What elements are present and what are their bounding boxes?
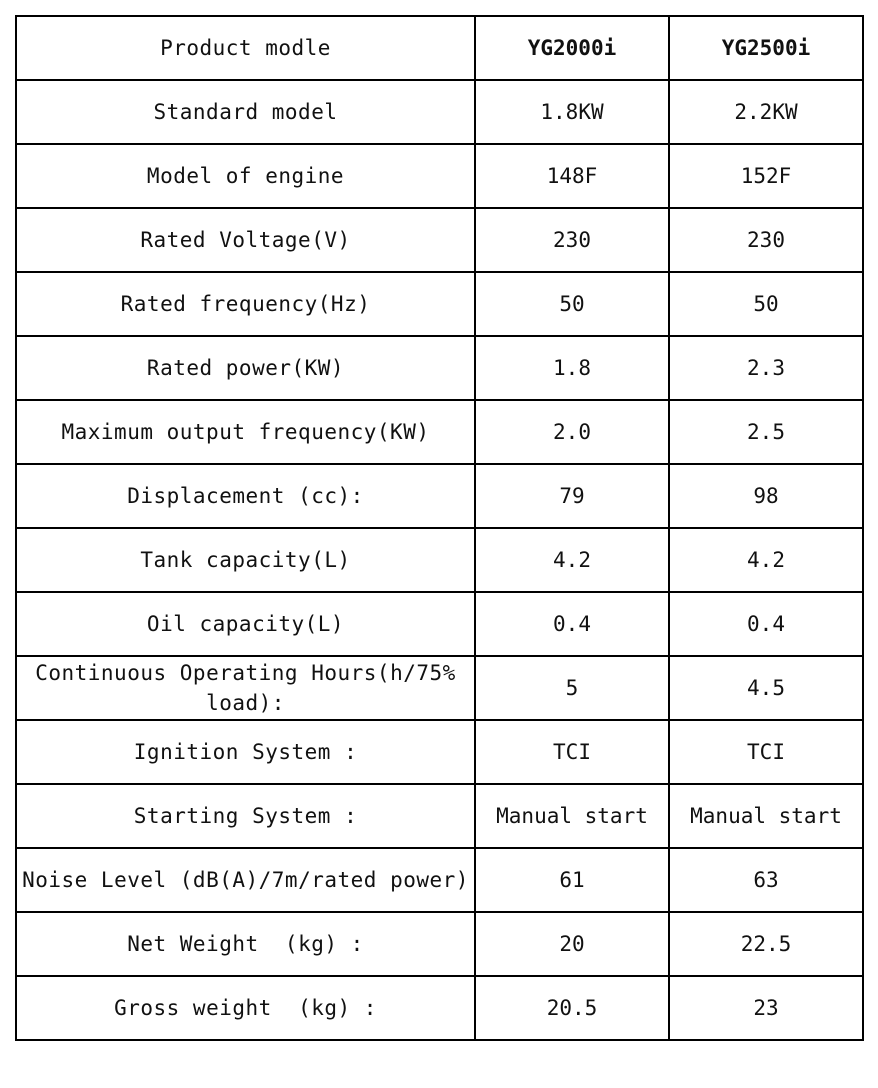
- row-value: 2.3: [668, 335, 864, 401]
- model-name: YG2500i: [668, 15, 864, 81]
- table-row: Noise Level (dB(A)/7m/rated power) 61 63: [15, 847, 864, 913]
- row-value: 0.4: [474, 591, 670, 657]
- table-row: Rated Voltage(V) 230 230: [15, 207, 864, 273]
- table-row: Gross weight (kg) : 20.5 23: [15, 975, 864, 1041]
- row-label: Noise Level (dB(A)/7m/rated power): [15, 847, 476, 913]
- row-value: 2.5: [668, 399, 864, 465]
- row-value: TCI: [668, 719, 864, 785]
- row-value: 98: [668, 463, 864, 529]
- table-row: Maximum output frequency(KW) 2.0 2.5: [15, 399, 864, 465]
- row-value: 1.8: [474, 335, 670, 401]
- row-value: 50: [668, 271, 864, 337]
- table-row: Oil capacity(L) 0.4 0.4: [15, 591, 864, 657]
- row-label: Maximum output frequency(KW): [15, 399, 476, 465]
- row-value: 152F: [668, 143, 864, 209]
- header-row: Product modle YG2000i YG2500i: [15, 15, 864, 81]
- row-label: Net Weight (kg) :: [15, 911, 476, 977]
- row-value: 79: [474, 463, 670, 529]
- row-label: Starting System :: [15, 783, 476, 849]
- row-value: 22.5: [668, 911, 864, 977]
- row-value: 61: [474, 847, 670, 913]
- row-value: Manual start: [668, 783, 864, 849]
- row-label: Continuous Operating Hours(h/75% load):: [15, 655, 476, 721]
- row-value: 2.2KW: [668, 79, 864, 145]
- row-value: Manual start: [474, 783, 670, 849]
- row-value: 50: [474, 271, 670, 337]
- table-row: Net Weight (kg) : 20 22.5: [15, 911, 864, 977]
- row-label: Displacement (cc):: [15, 463, 476, 529]
- row-value: 230: [668, 207, 864, 273]
- row-label: Rated frequency(Hz): [15, 271, 476, 337]
- row-value: 20: [474, 911, 670, 977]
- row-label: Ignition System :: [15, 719, 476, 785]
- row-value: 5: [474, 655, 670, 721]
- row-label: Standard model: [15, 79, 476, 145]
- row-value: 23: [668, 975, 864, 1041]
- row-label: Oil capacity(L): [15, 591, 476, 657]
- model-name: YG2000i: [474, 15, 670, 81]
- table-row: Model of engine 148F 152F: [15, 143, 864, 209]
- row-value: 4.2: [668, 527, 864, 593]
- table-row: Rated power(KW) 1.8 2.3: [15, 335, 864, 401]
- row-value: 148F: [474, 143, 670, 209]
- table-row: Rated frequency(Hz) 50 50: [15, 271, 864, 337]
- row-value: 20.5: [474, 975, 670, 1041]
- row-label: Rated Voltage(V): [15, 207, 476, 273]
- row-value: 230: [474, 207, 670, 273]
- spec-table: Product modle YG2000i YG2500i Standard m…: [15, 15, 864, 1041]
- table-row: Standard model 1.8KW 2.2KW: [15, 79, 864, 145]
- table-row: Displacement (cc): 79 98: [15, 463, 864, 529]
- row-label: Model of engine: [15, 143, 476, 209]
- row-value: 4.2: [474, 527, 670, 593]
- row-value: 0.4: [668, 591, 864, 657]
- row-label: Rated power(KW): [15, 335, 476, 401]
- row-value: TCI: [474, 719, 670, 785]
- row-value: 63: [668, 847, 864, 913]
- row-label: Tank capacity(L): [15, 527, 476, 593]
- table-row: Continuous Operating Hours(h/75% load): …: [15, 655, 864, 721]
- table-row: Starting System : Manual start Manual st…: [15, 783, 864, 849]
- row-value: 4.5: [668, 655, 864, 721]
- row-value: 2.0: [474, 399, 670, 465]
- table-row: Tank capacity(L) 4.2 4.2: [15, 527, 864, 593]
- header-label: Product modle: [15, 15, 476, 81]
- row-label: Gross weight (kg) :: [15, 975, 476, 1041]
- table-row: Ignition System : TCI TCI: [15, 719, 864, 785]
- row-value: 1.8KW: [474, 79, 670, 145]
